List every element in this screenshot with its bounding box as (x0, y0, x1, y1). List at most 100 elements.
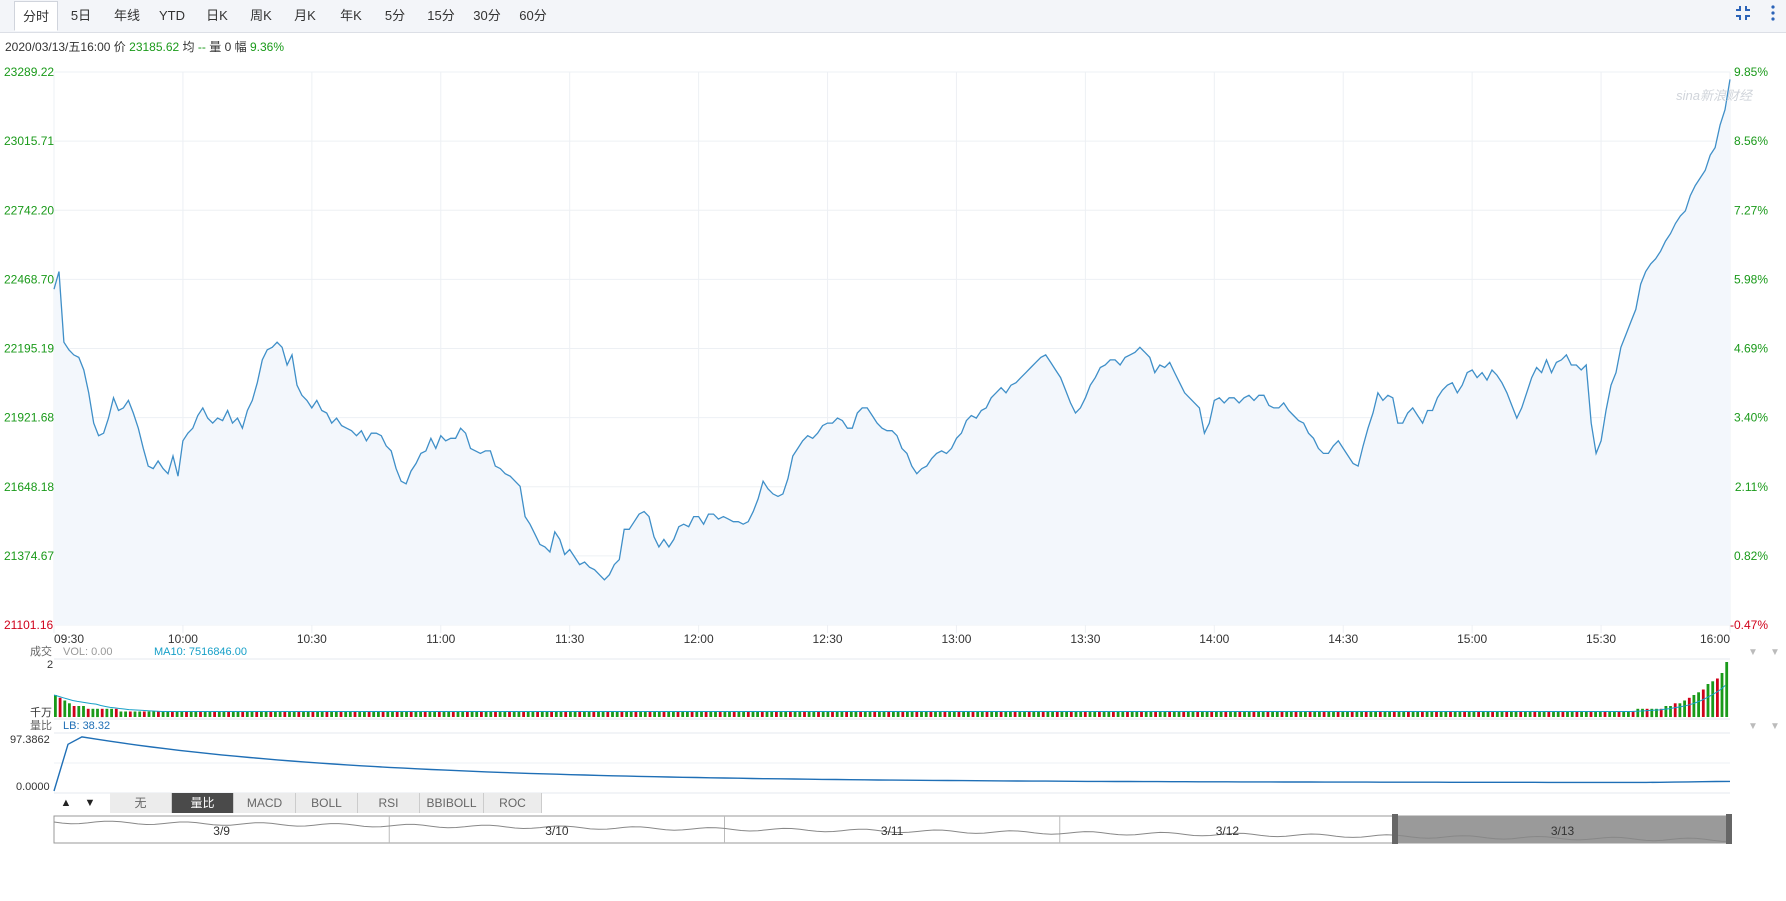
volume-bar (147, 711, 151, 717)
volume-bar (1645, 708, 1649, 718)
volume-bar (1172, 711, 1176, 717)
more-icon[interactable] (1762, 4, 1784, 26)
tab-weekly-k[interactable]: 周K (250, 8, 272, 23)
indicator-tab-none[interactable]: 无 (110, 793, 172, 813)
indicator-tab-macd[interactable]: MACD (234, 793, 296, 813)
volume-bar (985, 711, 989, 717)
x-tick-label: 11:00 (426, 632, 455, 646)
lb-close-icon[interactable]: ▼ (1770, 721, 1780, 732)
volume-bar (648, 711, 652, 717)
tab-year-line[interactable]: 年线 (113, 8, 140, 23)
lb-top-tick: 97.3862 (10, 734, 50, 746)
volume-bar (381, 711, 385, 717)
volume-bar (592, 711, 596, 717)
volume-bar (1219, 711, 1223, 717)
volume-bar (152, 711, 156, 717)
volume-bar (1013, 711, 1017, 717)
volume-bar (896, 711, 900, 717)
volume-bar (812, 711, 816, 717)
volume-bar (789, 711, 792, 717)
volume-bar (695, 711, 699, 717)
volume-bar (1584, 711, 1588, 717)
volume-bar (161, 711, 165, 717)
volume-bar (236, 711, 240, 717)
volume-bar (391, 711, 394, 717)
y-right-tick-label: 4.69% (1734, 342, 1768, 356)
volume-bar (1435, 711, 1438, 717)
volume-bar (1041, 711, 1045, 717)
volume-bar (803, 711, 806, 717)
volume-bar (845, 711, 848, 717)
volume-bar (1112, 711, 1115, 717)
volume-bar (775, 711, 778, 717)
volume-close-icon[interactable]: ▼ (1770, 647, 1780, 658)
volume-bar (363, 711, 366, 717)
indicator-tab-lb[interactable]: 量比 (172, 793, 234, 813)
volume-bar (878, 711, 881, 717)
tab-60min[interactable]: 60分 (519, 8, 547, 23)
collapse-icon[interactable] (1732, 4, 1754, 26)
volume-bar (470, 711, 474, 717)
volume-bar (1641, 708, 1644, 718)
indicator-down-arrow[interactable]: ▼ (84, 797, 96, 809)
volume-bar (1154, 711, 1157, 717)
volume-panel: 成交 VOL: 0.00 MA10: 7516846.00 2 千万 ▼ ▼ (30, 644, 1780, 720)
indicator-tab-boll[interactable]: BOLL (296, 793, 358, 813)
lb-collapse-icon[interactable]: ▼ (1748, 721, 1758, 732)
indicator-tab-rsi[interactable]: RSI (358, 793, 420, 813)
volume-bar (1528, 711, 1532, 717)
volume-bar (1023, 711, 1026, 717)
navigator-date-label: 3/12 (1216, 824, 1240, 838)
volume-bar (615, 711, 619, 717)
volume-bar (222, 711, 226, 717)
indicator-tab-roc[interactable]: ROC (484, 793, 542, 813)
volume-bar (334, 711, 338, 717)
volume-bar (1495, 711, 1499, 717)
volume-bar (395, 711, 399, 717)
tab-monthly-k[interactable]: 月K (294, 8, 316, 23)
tab-ytd[interactable]: YTD (159, 8, 185, 23)
volume-bar (1514, 711, 1518, 717)
tab-15min[interactable]: 15分 (427, 8, 455, 23)
volume-bar (704, 711, 708, 717)
volume-bar (1046, 711, 1050, 717)
volume-bar (849, 711, 853, 717)
tab-daily-k[interactable]: 日K (206, 8, 228, 23)
tab-yearly-k[interactable]: 年K (340, 8, 362, 23)
ma10-value: MA10: 7516846.00 (154, 646, 247, 658)
volume-bar (292, 711, 296, 717)
volume-bar (1140, 711, 1143, 717)
volume-bar (1149, 711, 1153, 717)
volume-bar (203, 711, 207, 717)
x-tick-label: 15:30 (1586, 632, 1616, 646)
volume-bar (1575, 711, 1579, 717)
volume-bar (185, 711, 188, 717)
volume-bar (854, 711, 858, 717)
indicator-tab-bbiboll[interactable]: BBIBOLL (420, 793, 484, 813)
volume-bar (863, 711, 867, 717)
tab-5day[interactable]: 5日 (70, 8, 92, 23)
volume-bar (1533, 711, 1537, 717)
volume-bar (1402, 711, 1406, 717)
volume-bar (1598, 711, 1602, 717)
volume-bar (1308, 711, 1312, 717)
volume-bar (765, 711, 769, 717)
tab-timeshare[interactable]: 分时 (14, 1, 58, 31)
tab-5min[interactable]: 5分 (384, 8, 406, 23)
navigator-left-handle[interactable] (1392, 814, 1398, 844)
volume-bar (1687, 697, 1691, 718)
volume-bar (386, 711, 390, 717)
volume-bar (840, 711, 844, 717)
lb-label: 量比 (30, 719, 52, 732)
volume-bar (1271, 711, 1274, 717)
volume-collapse-icon[interactable]: ▼ (1748, 647, 1758, 658)
x-tick-label: 16:00 (1700, 632, 1730, 646)
volume-bar (611, 711, 614, 717)
volume-bar (1018, 711, 1022, 717)
volume-bar (1622, 711, 1626, 717)
navigator-right-handle[interactable] (1726, 814, 1732, 844)
indicator-up-arrow[interactable]: ▲ (60, 797, 72, 809)
tab-30min[interactable]: 30分 (473, 8, 501, 23)
volume-bar (461, 711, 465, 717)
